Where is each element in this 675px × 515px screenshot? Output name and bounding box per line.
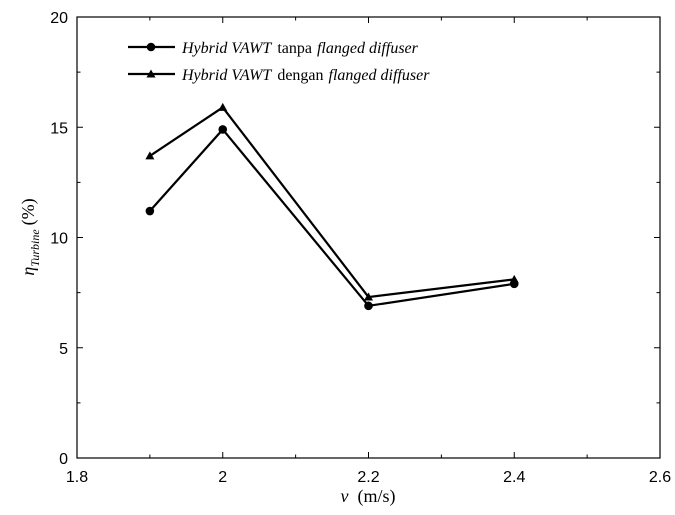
data-point-triangle (364, 292, 373, 301)
y-tick-label: 20 (50, 10, 68, 27)
y-tick-label: 5 (59, 341, 68, 358)
x-tick-label: 2.2 (357, 469, 379, 486)
series-line-1 (149, 127, 515, 308)
data-point-triangle (145, 151, 155, 160)
x-axis-symbol: v (341, 486, 349, 506)
legend-marker-circle (146, 42, 156, 52)
y-axis-unit: (%) (18, 198, 39, 225)
y-tick-label: 15 (50, 120, 68, 137)
data-point-circle (364, 301, 373, 311)
y-axis-subscript: Turbine (28, 229, 42, 267)
x-tick-label: 2.4 (503, 469, 525, 486)
x-tick-label: 2.6 (649, 469, 671, 486)
x-tick-label: 1.8 (66, 469, 88, 486)
tick-labels: 1.8 2 2.2 2.4 2.6 0 5 10 15 20 (50, 10, 671, 486)
data-point-triangle (509, 274, 519, 283)
legend-item-series-2: Hybrid VAWT dengan flanged diffuser (128, 67, 430, 84)
legend: Hybrid VAWT tanpa flanged diffuser Hybrid … (128, 40, 430, 84)
legend-label-series-2: Hybrid VAWT dengan flanged diffuser (181, 67, 430, 84)
legend-marker-triangle (146, 69, 156, 78)
data-point-triangle (218, 102, 228, 111)
data-point-circle (218, 125, 228, 134)
series-line-2 (149, 105, 515, 299)
y-axis-symbol: η (18, 267, 38, 276)
legend-label-series-1: Hybrid VAWT tanpa flanged diffuser (181, 40, 419, 57)
y-axis-title: ηTurbine (%) (18, 198, 42, 275)
y-tick-label: 0 (59, 451, 68, 468)
data-point-circle (145, 206, 155, 216)
x-tick-label: 2 (218, 469, 227, 486)
axis-ticks (76, 16, 661, 459)
y-tick-label: 10 (50, 231, 68, 248)
series-layer (145, 102, 519, 311)
legend-item-series-1: Hybrid VAWT tanpa flanged diffuser (128, 40, 419, 57)
x-axis-title: v (m/s) (341, 486, 396, 507)
x-axis-unit: (m/s) (358, 486, 396, 507)
